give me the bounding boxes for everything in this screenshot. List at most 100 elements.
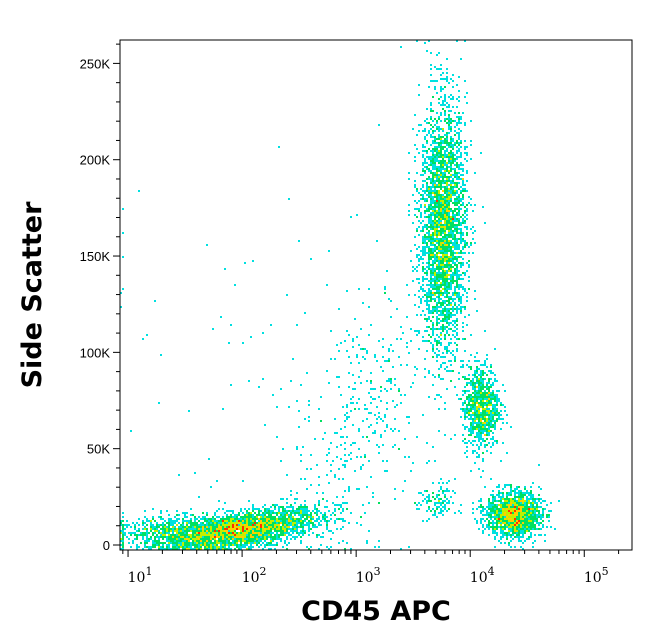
density-point <box>426 520 428 522</box>
density-point <box>448 324 450 326</box>
density-point <box>504 524 506 526</box>
density-point <box>444 98 446 100</box>
density-point <box>200 524 202 526</box>
density-point <box>310 454 312 456</box>
density-point <box>404 456 406 458</box>
density-point <box>214 520 216 522</box>
density-point <box>470 416 472 418</box>
density-point <box>354 442 356 444</box>
density-point <box>432 266 434 268</box>
density-point <box>330 546 332 548</box>
density-point <box>514 498 516 500</box>
density-point <box>492 396 494 398</box>
density-point <box>296 324 298 326</box>
density-point <box>424 242 426 244</box>
density-point <box>464 210 466 212</box>
density-point <box>252 524 254 526</box>
density-point <box>522 510 524 512</box>
density-point <box>176 520 178 522</box>
density-point <box>286 526 288 528</box>
density-point <box>434 164 436 166</box>
density-point <box>456 116 458 118</box>
density-point <box>482 408 484 410</box>
density-point <box>184 540 186 542</box>
density-point <box>264 524 266 526</box>
density-point <box>498 508 500 510</box>
density-point <box>346 460 348 462</box>
density-point <box>344 426 346 428</box>
density-point <box>450 236 452 238</box>
density-point <box>524 486 526 488</box>
density-point <box>458 198 460 200</box>
density-point <box>462 404 464 406</box>
density-point <box>440 144 442 146</box>
density-point <box>246 528 248 530</box>
density-point <box>482 402 484 404</box>
density-point <box>532 504 534 506</box>
density-point <box>362 356 364 358</box>
density-point <box>284 532 286 534</box>
density-point <box>256 534 258 536</box>
density-point <box>492 410 494 412</box>
density-point <box>424 234 426 236</box>
density-point <box>198 534 200 536</box>
density-point <box>252 260 254 262</box>
density-point <box>436 148 438 150</box>
density-point <box>446 190 448 192</box>
density-point <box>240 542 242 544</box>
density-point <box>248 538 250 540</box>
density-point <box>238 546 240 548</box>
density-point <box>388 378 390 380</box>
density-point <box>436 204 438 206</box>
density-point <box>428 206 430 208</box>
density-point <box>444 490 446 492</box>
density-point <box>438 272 440 274</box>
density-point <box>418 332 420 334</box>
density-point <box>444 506 446 508</box>
density-point <box>178 536 180 538</box>
density-point <box>500 404 502 406</box>
density-point <box>224 540 226 542</box>
density-point <box>484 486 486 488</box>
density-point <box>416 228 418 230</box>
density-point <box>480 384 482 386</box>
density-point <box>492 522 494 524</box>
density-point <box>464 412 466 414</box>
density-point <box>534 502 536 504</box>
density-point <box>454 160 456 162</box>
density-point <box>248 542 250 544</box>
density-point <box>422 276 424 278</box>
density-point <box>452 210 454 212</box>
density-point <box>346 412 348 414</box>
density-point <box>450 78 452 80</box>
density-point <box>206 530 208 532</box>
density-point <box>508 544 510 546</box>
density-point <box>168 530 170 532</box>
density-point <box>534 520 536 522</box>
density-point <box>518 500 520 502</box>
density-point <box>444 120 446 122</box>
density-point <box>456 332 458 334</box>
density-point <box>436 158 438 160</box>
density-point <box>444 306 446 308</box>
density-point <box>430 276 432 278</box>
density-point <box>440 310 442 312</box>
density-point <box>450 270 452 272</box>
density-point <box>262 542 264 544</box>
density-point <box>192 530 194 532</box>
density-point <box>524 528 526 530</box>
density-point <box>460 192 462 194</box>
density-point <box>368 530 370 532</box>
density-point <box>446 188 448 190</box>
density-point <box>530 532 532 534</box>
density-point <box>494 400 496 402</box>
density-point <box>444 246 446 248</box>
density-point <box>448 82 450 84</box>
density-point <box>122 528 124 530</box>
density-point <box>242 522 244 524</box>
density-point <box>494 504 496 506</box>
density-point <box>450 142 452 144</box>
density-point <box>250 526 252 528</box>
density-point <box>518 496 520 498</box>
density-point <box>168 526 170 528</box>
